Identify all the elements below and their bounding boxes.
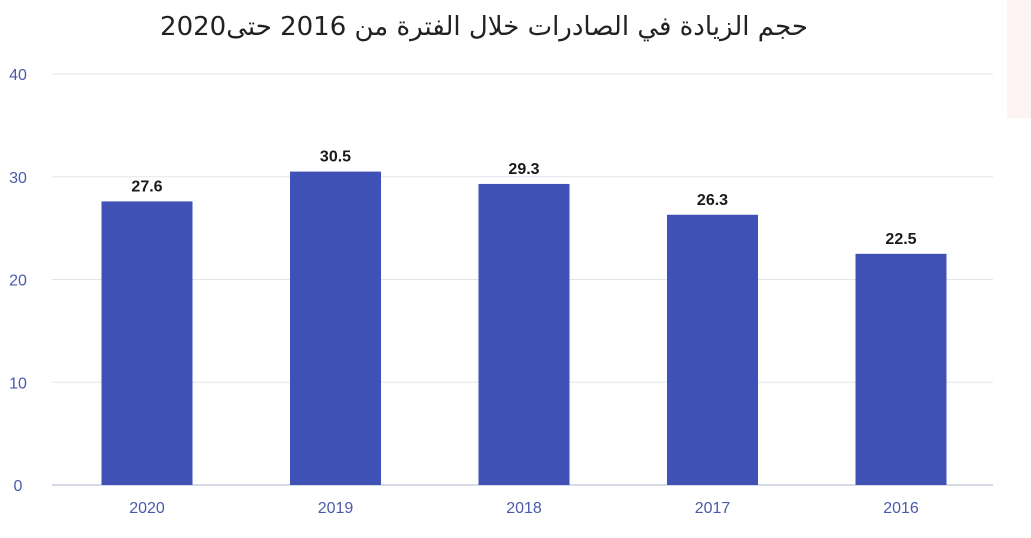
- x-tick-label: 2017: [695, 500, 731, 517]
- data-label: 29.3: [508, 161, 539, 178]
- edge-decoration: [1007, 0, 1031, 118]
- bar: [855, 253, 947, 485]
- chart-title: حجم الزيادة في الصادرات خلال الفترة من 2…: [160, 12, 808, 42]
- data-labels: 27.6 30.5 29.3 26.3 22.5: [131, 149, 916, 248]
- data-label: 30.5: [320, 149, 351, 166]
- x-tick-label: 2016: [883, 500, 919, 517]
- bars: [101, 171, 947, 486]
- bar: [478, 183, 570, 485]
- y-axis: 0 10 20 30 40: [9, 67, 27, 495]
- y-tick-label: 20: [9, 273, 27, 290]
- data-label: 27.6: [131, 178, 162, 195]
- x-axis: 2020 2019 2018 2017 2016: [129, 500, 919, 517]
- y-tick-label: 10: [9, 375, 27, 392]
- x-tick-label: 2020: [129, 500, 165, 517]
- data-label: 26.3: [697, 192, 728, 209]
- bar: [290, 171, 381, 486]
- y-tick-label: 0: [14, 478, 23, 495]
- y-tick-label: 30: [9, 170, 27, 187]
- x-tick-label: 2018: [506, 500, 542, 517]
- y-tick-label: 40: [9, 67, 27, 84]
- x-tick-label: 2019: [318, 500, 354, 517]
- bar: [667, 214, 758, 485]
- bar: [101, 201, 193, 485]
- data-label: 22.5: [885, 231, 916, 248]
